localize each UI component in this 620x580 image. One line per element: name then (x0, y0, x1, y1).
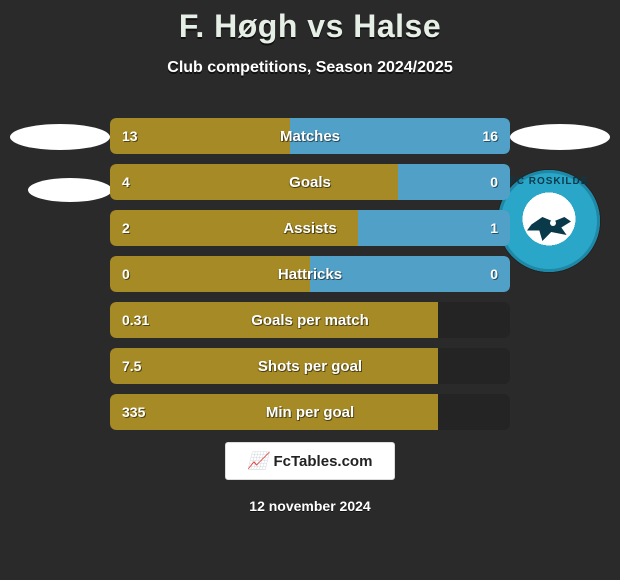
p2-bar-fill (398, 164, 510, 200)
page-title: F. Høgh vs Halse (0, 0, 620, 45)
brand-chart-icon: 📈 (248, 451, 268, 471)
stat-row: 1316Matches (110, 118, 510, 154)
stat-row: 7.5Shots per goal (110, 348, 510, 384)
player1-photo-placeholder-1 (10, 124, 110, 150)
page-subtitle: Club competitions, Season 2024/2025 (0, 59, 620, 77)
p2-bar-fill (290, 118, 510, 154)
brand-badge[interactable]: 📈 FcTables.com (225, 442, 395, 480)
club-badge-bird-eye (550, 220, 556, 226)
p1-bar-fill (110, 302, 438, 338)
stat-row: 00Hattricks (110, 256, 510, 292)
stat-row: 40Goals (110, 164, 510, 200)
p1-bar-fill (110, 394, 438, 430)
club-badge-bird-icon (527, 214, 571, 244)
player2-photo-placeholder (510, 124, 610, 150)
brand-name: FcTables.com (274, 453, 373, 470)
club-badge: FC ROSKILDE (498, 170, 600, 272)
p2-bar-fill (310, 256, 510, 292)
generated-date: 12 november 2024 (0, 498, 620, 514)
stat-row: 0.31Goals per match (110, 302, 510, 338)
stat-row: 21Assists (110, 210, 510, 246)
p1-bar-fill (110, 118, 290, 154)
player1-photo-placeholder-2 (28, 178, 112, 202)
stat-row: 335Min per goal (110, 394, 510, 430)
p2-bar-fill (358, 210, 510, 246)
p1-bar-fill (110, 164, 398, 200)
club-badge-text: FC ROSKILDE (498, 176, 600, 187)
comparison-chart: 1316Matches 40Goals 21Assists 00Hattricks 0.… (110, 118, 510, 440)
p1-bar-fill (110, 256, 310, 292)
p1-bar-fill (110, 348, 438, 384)
p1-bar-fill (110, 210, 358, 246)
